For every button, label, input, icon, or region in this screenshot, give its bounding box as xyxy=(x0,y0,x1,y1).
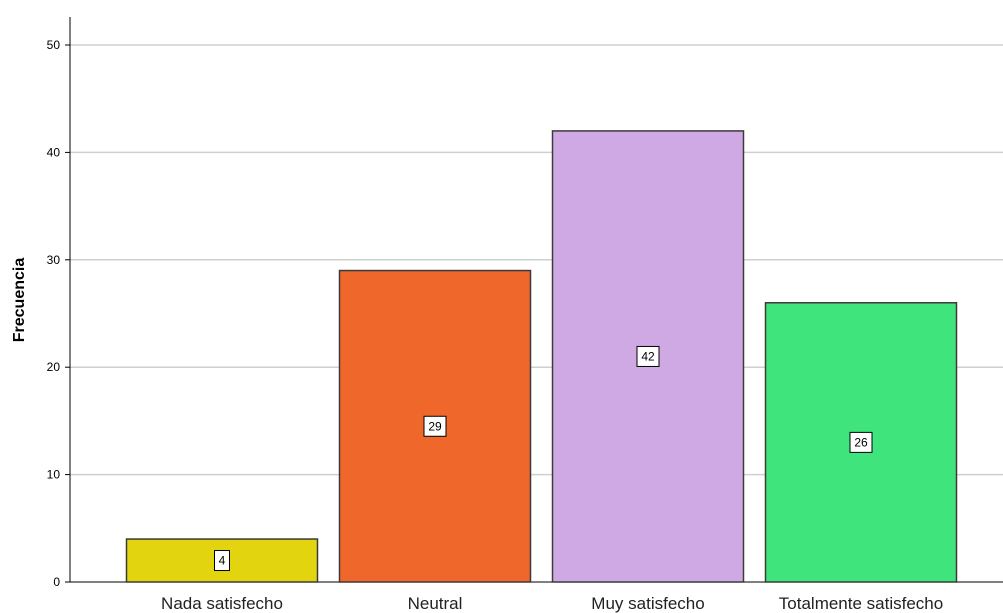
data-label-box xyxy=(636,345,660,367)
data-label: 42 xyxy=(641,349,655,363)
y-tick-label: 50 xyxy=(47,38,61,52)
x-category-label: Nada satisfecho xyxy=(161,594,283,613)
data-label: 4 xyxy=(219,554,226,568)
x-category-label: Totalmente satisfecho xyxy=(779,594,943,613)
data-label-box xyxy=(214,550,230,572)
data-label-box xyxy=(423,415,447,437)
y-tick-label: 40 xyxy=(47,145,61,159)
data-label: 29 xyxy=(428,419,442,433)
y-tick-label: 30 xyxy=(47,253,61,267)
y-tick-label: 10 xyxy=(47,468,61,482)
data-label-box xyxy=(849,431,873,453)
x-category-label: Neutral xyxy=(408,594,463,613)
y-tick-label: 0 xyxy=(53,575,60,589)
x-category-label: Muy satisfecho xyxy=(591,594,704,613)
y-tick-label: 20 xyxy=(47,360,61,374)
data-label: 26 xyxy=(854,435,868,449)
